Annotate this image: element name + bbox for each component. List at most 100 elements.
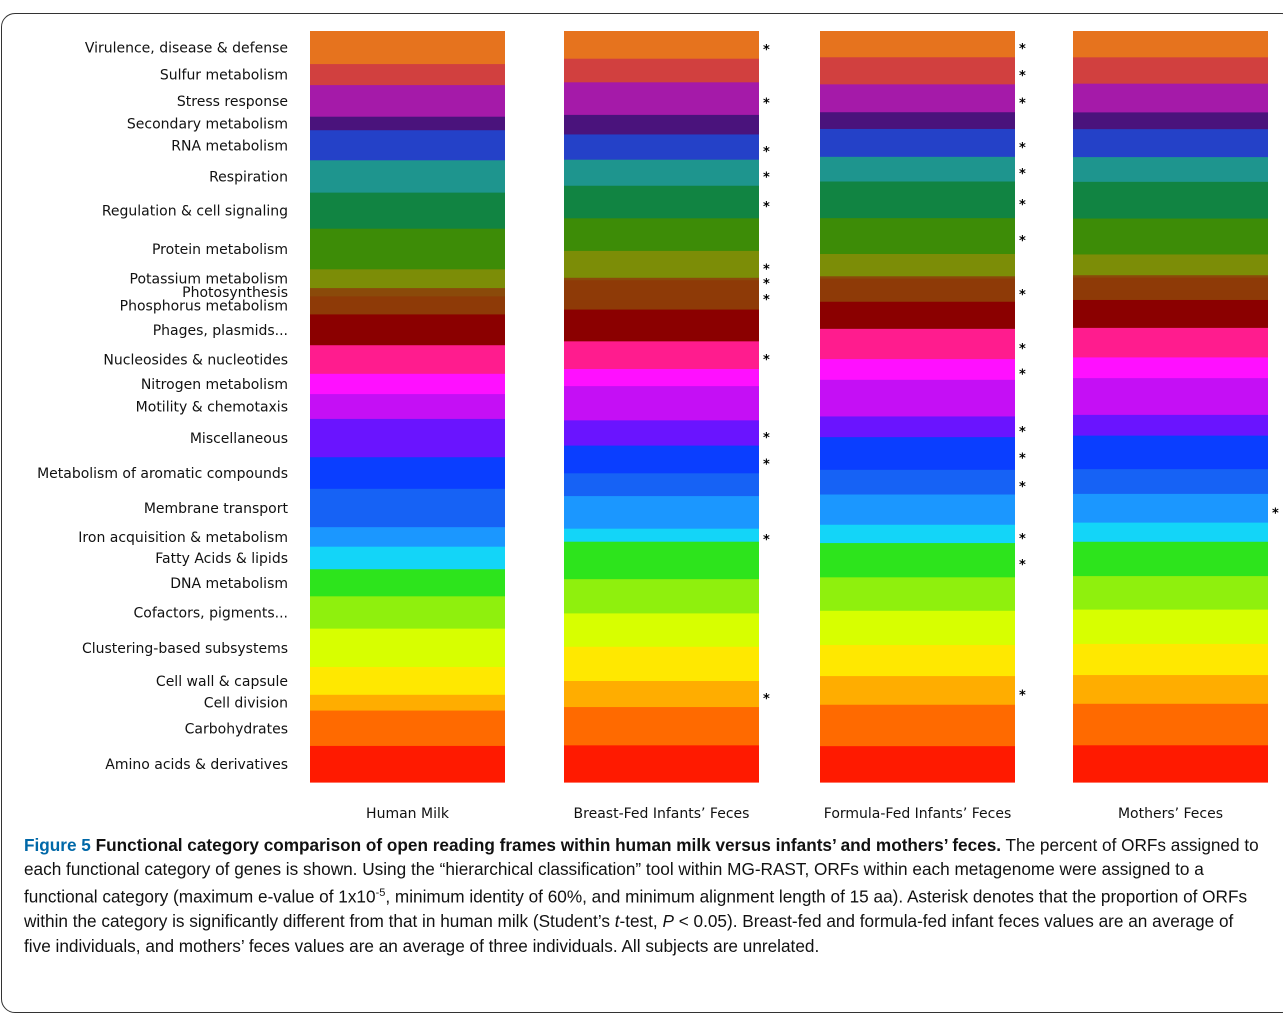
segment-miscellaneous <box>1073 414 1268 437</box>
segment-photosynthesis <box>1073 275 1268 279</box>
significance-asterisk: * <box>1019 558 1026 573</box>
category-label-fatty-acids-lipids: Fatty Acids & lipids <box>155 551 288 567</box>
column-label-breast-fed-infants-feces: Breast-Fed Infants’ Feces <box>574 806 750 822</box>
category-label-dna-metabolism: DNA metabolism <box>170 576 288 592</box>
significance-asterisk: * <box>763 43 770 58</box>
segment-iron-acquisition-metabolism <box>564 496 759 530</box>
segment-respiration <box>564 159 759 187</box>
segment-iron-acquisition-metabolism <box>820 494 1015 526</box>
significance-asterisk: * <box>763 200 770 215</box>
category-label-phages-plasmids: Phages, plasmids... <box>153 323 288 339</box>
segment-membrane-transport <box>310 488 505 528</box>
category-label-cell-wall-capsule: Cell wall & capsule <box>156 674 288 690</box>
segment-phosphorus-metabolism <box>564 280 759 311</box>
caption-text-3: -test, <box>619 911 663 932</box>
segment-clustering-based-subsystems <box>310 628 505 668</box>
segment-metabolism-of-aromatic-compounds <box>564 445 759 474</box>
column-label-mothers-feces: Mothers’ Feces <box>1118 806 1223 822</box>
category-label-protein-metabolism: Protein metabolism <box>152 242 288 258</box>
segment-miscellaneous <box>564 420 759 447</box>
significance-asterisk: * <box>1272 506 1279 521</box>
significance-asterisk: * <box>1019 141 1026 156</box>
segment-amino-acids-derivatives <box>310 745 505 783</box>
bar-breast-fed-infants-feces: ************* <box>564 31 770 783</box>
segment-phages-plasmids <box>820 301 1015 330</box>
significance-asterisk: * <box>1019 96 1026 111</box>
significance-asterisk: * <box>763 431 770 446</box>
category-label-carbohydrates: Carbohydrates <box>185 721 288 737</box>
segment-cell-wall-capsule <box>1073 643 1268 676</box>
segment-sulfur-metabolism <box>564 58 759 83</box>
category-label-clustering-based-subsystems: Clustering-based subsystems <box>82 641 288 657</box>
segment-secondary-metabolism <box>1073 112 1268 130</box>
segment-cell-division <box>820 676 1015 706</box>
column-label-formula-fed-infants-feces: Formula-Fed Infants’ Feces <box>824 806 1011 822</box>
figure-label: Figure 5 <box>24 835 91 855</box>
segment-regulation-cell-signaling <box>1073 181 1268 220</box>
significance-asterisk: * <box>1019 425 1026 440</box>
segment-nitrogen-metabolism <box>564 369 759 387</box>
segment-secondary-metabolism <box>310 116 505 131</box>
stacked-bar-chart: Virulence, disease & defense Sulfur metab… <box>37 31 1279 822</box>
segment-regulation-cell-signaling <box>310 192 505 230</box>
segment-metabolism-of-aromatic-compounds <box>1073 435 1268 470</box>
category-label-photosynthesis: Photosynthesis <box>182 285 288 301</box>
segment-stress-response <box>564 82 759 116</box>
segment-virulence-disease-defense <box>310 31 505 65</box>
significance-asterisk: * <box>763 692 770 707</box>
segment-regulation-cell-signaling <box>820 181 1015 219</box>
category-label-regulation-cell-signaling: Regulation & cell signaling <box>102 204 288 220</box>
segment-phosphorus-metabolism <box>310 296 505 316</box>
category-label-nitrogen-metabolism: Nitrogen metabolism <box>141 377 288 393</box>
figure-caption: Figure 5 Functional category comparison … <box>24 833 1259 958</box>
significance-asterisk: * <box>1019 234 1026 249</box>
category-label-respiration: Respiration <box>209 169 288 185</box>
significance-asterisk: * <box>1019 167 1026 182</box>
significance-asterisk: * <box>763 97 770 112</box>
category-label-sulfur-metabolism: Sulfur metabolism <box>160 68 288 84</box>
significance-asterisk: * <box>1019 451 1026 466</box>
segment-membrane-transport <box>564 473 759 497</box>
category-label-iron-acquisition-metabolism: Iron acquisition & metabolism <box>78 530 288 546</box>
caption-text-1: The percent of ORFs assigned to each fun… <box>24 835 1259 908</box>
segment-cell-division <box>1073 675 1268 705</box>
segment-photosynthesis <box>310 288 505 297</box>
segment-nitrogen-metabolism <box>310 373 505 395</box>
segment-dna-metabolism <box>1073 541 1268 577</box>
segment-membrane-transport <box>1073 469 1268 495</box>
segment-cofactors-pigments <box>1073 576 1268 611</box>
segment-rna-metabolism <box>310 130 505 161</box>
figure-title: Functional category comparison of open r… <box>95 835 1002 855</box>
segment-nucleosides-nucleotides <box>1073 327 1268 359</box>
bar-human-milk <box>310 31 505 783</box>
segment-cell-wall-capsule <box>310 666 505 696</box>
segment-carbohydrates <box>564 707 759 746</box>
caption-text-4: < 0.05). Breast-fed and formula-fed infa… <box>24 911 1234 956</box>
segment-miscellaneous <box>820 416 1015 438</box>
segment-potassium-metabolism <box>564 250 759 279</box>
category-label-miscellaneous: Miscellaneous <box>190 431 288 447</box>
category-label-amino-acids-derivatives: Amino acids & derivatives <box>105 757 288 773</box>
bar-formula-fed-infants-feces: * * * * * * * * * * * * * * * * <box>820 31 1026 783</box>
segment-respiration <box>1073 157 1268 183</box>
column-label-human-milk: Human Milk <box>366 806 450 822</box>
segment-iron-acquisition-metabolism <box>1073 493 1268 524</box>
segment-photosynthesis <box>564 277 759 281</box>
category-label-motility-chemotaxis: Motility & chemotaxis <box>136 400 288 416</box>
segment-phages-plasmids <box>1073 299 1268 329</box>
bars: ****************************** <box>310 31 1279 783</box>
segment-clustering-based-subsystems <box>820 610 1015 646</box>
significance-asterisk: * <box>763 457 770 472</box>
segment-protein-metabolism <box>1073 218 1268 256</box>
segment-motility-chemotaxis <box>310 394 505 420</box>
segment-amino-acids-derivatives <box>564 745 759 783</box>
category-label-potassium-metabolism: Potassium metabolism <box>130 272 289 288</box>
column-labels: Human Milk Breast-Fed Infants’ Feces Formu… <box>366 806 1223 822</box>
segment-amino-acids-derivatives <box>820 746 1015 783</box>
segment-virulence-disease-defense <box>1073 31 1268 58</box>
category-label-cofactors-pigments: Cofactors, pigments... <box>134 605 288 621</box>
significance-asterisk: * <box>1019 198 1026 213</box>
segment-stress-response <box>310 85 505 118</box>
segment-stress-response <box>1073 83 1268 113</box>
segment-secondary-metabolism <box>820 112 1015 130</box>
